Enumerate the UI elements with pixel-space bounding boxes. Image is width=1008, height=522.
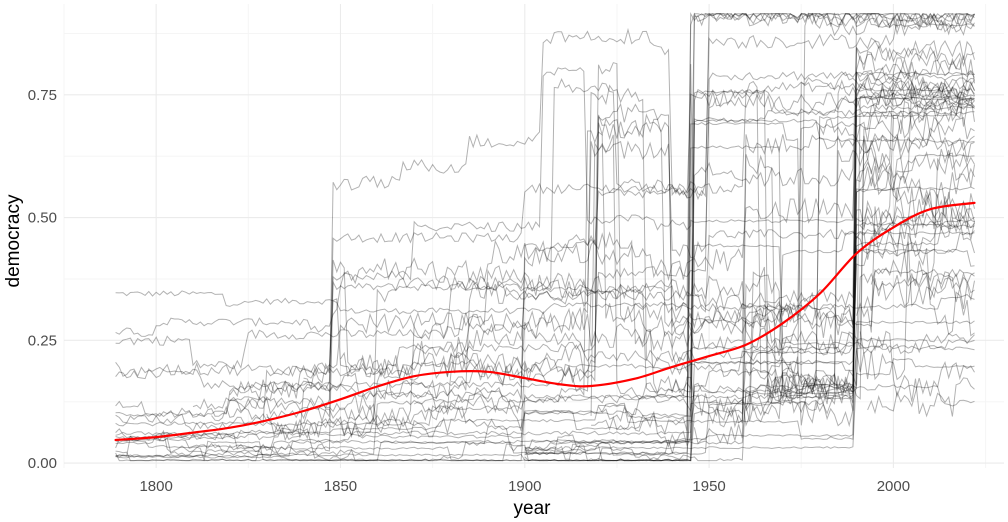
country-series-line [598,76,975,449]
trend-line [114,201,976,442]
country-series-line [745,77,975,416]
x-tick-labels: 1800 1850 1900 1950 2000 [139,478,910,495]
country-series-line [229,12,975,401]
country-series-line [524,90,975,462]
country-series-line [266,11,975,442]
country-series-line [524,96,975,451]
country-series-line [266,12,975,438]
country-series-line [859,330,975,418]
country-series-line [745,271,975,423]
country-series-line [303,69,975,424]
country-series-layer [115,11,975,462]
x-tick-label: 2000 [877,478,910,495]
country-series-line [524,92,975,462]
country-series-line [115,290,975,324]
country-series-line [115,268,975,337]
country-series-line [856,57,975,183]
country-series-line [690,208,975,425]
y-tick-label: 0.50 [28,210,57,227]
country-series-line [727,161,975,427]
country-series-line [413,132,975,416]
country-series-line [115,358,975,462]
country-series-line [115,77,975,391]
country-series-line [303,50,975,390]
country-series-line [693,80,975,445]
x-tick-label: 1900 [508,478,541,495]
country-series-line [115,298,975,380]
country-series-line [524,88,975,453]
country-series-line [115,96,975,458]
country-series-line [115,97,975,457]
country-series-line [115,118,975,462]
country-series-line [115,230,975,462]
country-series-line [115,337,975,457]
country-series-line [745,165,975,428]
country-series-line [156,13,975,454]
x-axis-title: year [514,498,552,519]
country-series-line [859,81,975,193]
country-series-line [856,217,975,381]
country-series-line [115,88,975,418]
country-series-line [867,361,975,415]
country-series-line [115,71,975,458]
y-tick-label: 0.75 [28,87,57,104]
country-series-line [340,66,975,425]
country-series-line [863,218,975,337]
country-series-line [863,273,975,311]
country-series-line [870,152,975,286]
country-series-line [763,227,975,405]
country-series-line [708,111,975,429]
trend-layer [114,201,976,442]
country-series-line [115,153,975,462]
country-series-line [115,363,975,418]
country-series-line [590,44,975,416]
country-series-line [376,90,975,401]
country-series-line [524,175,975,451]
country-series-line [451,147,975,417]
x-tick-label: 1950 [692,478,725,495]
country-series-line [115,220,975,370]
y-tick-label: 0.25 [28,332,57,349]
country-series-line [524,230,975,462]
country-series-line [745,194,975,408]
country-series-line [524,248,975,456]
country-series-line [856,187,975,333]
grid-layer [63,4,1004,468]
country-series-line [115,224,975,437]
y-tick-label: 0.00 [28,455,57,472]
x-tick-label: 1800 [139,478,172,495]
country-series-line [524,320,975,462]
y-axis-title: democracy [3,194,24,287]
country-series-line [591,39,975,435]
x-tick-label: 1850 [324,478,357,495]
country-series-line [115,69,975,432]
country-series-line [340,122,975,378]
y-tick-labels: 0.00 0.25 0.50 0.75 [28,87,57,472]
country-series-line [229,12,975,428]
country-series-line [211,13,975,425]
country-series-line [115,98,975,452]
country-series-line [115,13,975,462]
country-series-line [859,94,975,239]
country-series-line [115,98,975,462]
